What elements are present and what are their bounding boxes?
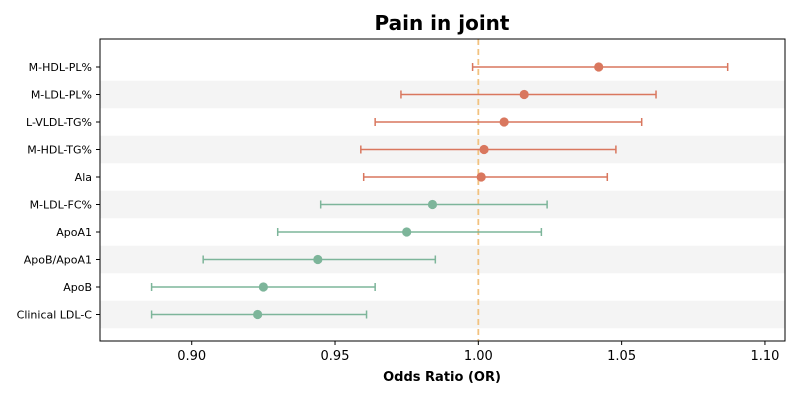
or-point: [519, 89, 529, 100]
x-tick-label: 1.00: [464, 349, 493, 364]
or-point: [427, 199, 438, 210]
x-tick-label: 1.05: [607, 349, 636, 364]
y-tick-label: Clinical LDL-C: [17, 309, 93, 322]
x-tick-label: 0.90: [177, 349, 206, 364]
or-point: [402, 227, 412, 237]
chart-title: Pain in joint: [375, 11, 510, 35]
y-tick-label: M-LDL-PL%: [31, 89, 92, 102]
x-tick-label: 0.95: [321, 349, 350, 364]
plot-frame: [99, 38, 786, 342]
or-point: [258, 282, 268, 292]
x-axis-ticks: 0.90 0.95 1.00 1.05 1.10: [177, 341, 779, 364]
y-tick-label: M-HDL-TG%: [27, 144, 92, 157]
y-tick-label: ApoA1: [56, 226, 92, 239]
x-tick-label: 1.10: [750, 349, 779, 364]
y-tick-label: M-HDL-PL%: [29, 61, 92, 74]
y-tick-label: ApoB/ApoA1: [24, 254, 92, 267]
data-rows: [150, 62, 729, 320]
y-tick-label: ApoB: [63, 281, 92, 294]
or-point: [479, 144, 489, 155]
x-axis-label: Odds Ratio (OR): [383, 370, 501, 385]
y-tick-label: M-LDL-FC%: [30, 199, 92, 212]
or-point: [476, 172, 486, 182]
or-point: [253, 309, 263, 320]
y-tick-label: L-VLDL-TG%: [26, 116, 92, 129]
or-point: [499, 117, 509, 127]
y-tick-label: Ala: [75, 171, 92, 184]
or-point: [594, 62, 604, 72]
y-axis-labels: M-HDL-PL% M-LDL-PL% L-VLDL-TG% M-HDL-TG% Ala…: [17, 61, 100, 322]
or-point: [313, 254, 323, 265]
